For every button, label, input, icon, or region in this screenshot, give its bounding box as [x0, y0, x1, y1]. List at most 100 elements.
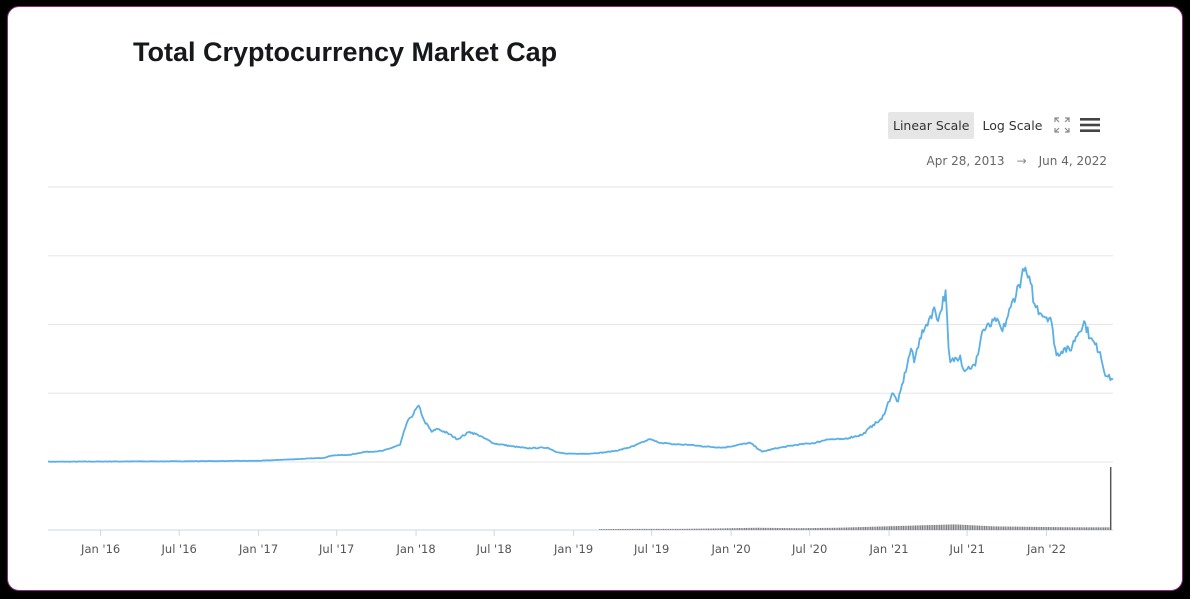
volume-bar	[643, 528, 646, 530]
volume-bar	[1042, 526, 1044, 530]
volume-bar	[864, 526, 867, 530]
volume-bar	[873, 526, 875, 530]
volume-bar	[1030, 526, 1032, 530]
volume-bar	[876, 526, 879, 530]
volume-bar	[868, 526, 870, 530]
volume-bar	[757, 527, 760, 530]
volume-bar	[963, 524, 965, 530]
volume-bar	[614, 529, 616, 530]
volume-bar	[1028, 526, 1031, 530]
volume-bar	[821, 527, 823, 530]
volume-bar	[1006, 526, 1008, 530]
date-range: Apr 28, 2013 → Jun 4, 2022	[927, 154, 1107, 168]
volume-bar	[745, 527, 747, 530]
volume-bar	[792, 528, 794, 530]
volume-bar	[997, 526, 999, 530]
volume-bar	[787, 528, 789, 530]
volume-bar	[659, 528, 661, 530]
volume-bar	[1035, 526, 1037, 530]
volume-bar	[968, 525, 970, 530]
volume-bar	[1020, 526, 1022, 530]
volume-bar	[776, 527, 779, 530]
volume-bar	[1068, 527, 1070, 530]
volume-bar	[977, 525, 979, 530]
volume-bar	[875, 526, 877, 530]
volume-bar	[813, 528, 815, 530]
volume-bar	[671, 528, 673, 530]
volume-bar	[1015, 526, 1017, 530]
volume-bar	[797, 528, 799, 530]
volume-bar	[811, 528, 813, 530]
x-tick-label: Jul '19	[633, 542, 669, 556]
volume-bar	[635, 528, 637, 530]
volume-bar	[994, 526, 996, 530]
volume-bar	[835, 527, 837, 530]
volume-bar	[692, 528, 694, 530]
market-cap-line	[47, 266, 1114, 463]
volume-bar	[1032, 526, 1034, 530]
volume-bar	[1094, 527, 1096, 530]
volume-bar	[823, 527, 825, 530]
volume-bar	[987, 526, 989, 530]
volume-bar	[661, 528, 663, 530]
volume-bar	[699, 528, 701, 530]
volume-bar	[766, 527, 768, 530]
volume-bar	[799, 528, 801, 530]
x-tick-label: Jan '18	[395, 542, 435, 556]
volume-bar	[866, 526, 868, 530]
volume-bar	[704, 528, 706, 530]
volume-bar	[794, 528, 796, 530]
volume-bar	[764, 527, 766, 530]
volume-bar	[927, 525, 929, 530]
volume-bar	[676, 528, 678, 530]
volume-bar	[851, 527, 853, 530]
volume-bar	[624, 528, 627, 530]
volume-bar	[783, 528, 785, 530]
volume-bar	[932, 524, 934, 530]
volume-bar	[894, 526, 896, 530]
x-tick-label: Jan '22	[1026, 542, 1066, 556]
volume-bar	[706, 528, 708, 530]
volume-bar	[826, 527, 829, 530]
market-cap-chart: Jan '16 Jul '16 Jan '17 Jul '17 Jan '18 Jul '…	[47, 186, 1114, 556]
volume-bar	[1063, 527, 1065, 530]
linear-scale-button[interactable]: Linear Scale	[888, 111, 975, 139]
volume-bar	[742, 528, 744, 530]
volume-bar	[892, 526, 894, 530]
hamburger-menu-icon[interactable]	[1077, 112, 1103, 138]
volume-bar	[996, 526, 998, 530]
volume-bar	[973, 525, 975, 530]
volume-bar	[958, 524, 960, 530]
volume-bar	[707, 528, 709, 530]
volume-bar	[946, 524, 948, 530]
volume-bar	[1001, 526, 1003, 530]
volume-bar	[700, 528, 703, 530]
x-tick-label: Jan '21	[868, 542, 908, 556]
fullscreen-icon[interactable]	[1049, 112, 1075, 138]
x-tick-label: Jan '20	[711, 542, 751, 556]
volume-bar	[1070, 527, 1072, 530]
volume-bar	[1056, 527, 1058, 530]
volume-bar	[814, 527, 817, 530]
volume-bar	[718, 528, 720, 530]
volume-bar	[607, 529, 609, 530]
volume-bar	[983, 525, 986, 530]
volume-bar	[683, 528, 685, 530]
volume-bar	[1034, 526, 1036, 530]
volume-bar	[819, 527, 822, 530]
range-end: Jun 4, 2022	[1038, 154, 1107, 168]
volume-bar	[828, 527, 830, 530]
log-scale-button[interactable]: Log Scale	[977, 112, 1047, 139]
volume-bar	[690, 528, 692, 530]
volume-bar	[916, 525, 918, 530]
volume-bar	[616, 529, 618, 530]
volume-bar	[1002, 526, 1005, 530]
volume-bar	[657, 528, 659, 530]
volume-bar	[908, 525, 910, 530]
volume-bar	[602, 529, 604, 530]
volume-bar	[1090, 527, 1093, 530]
volume-bar	[623, 528, 625, 530]
volume-bar	[1084, 527, 1086, 530]
x-tick-label: Jan '16	[80, 542, 120, 556]
volume-bar	[966, 525, 968, 530]
